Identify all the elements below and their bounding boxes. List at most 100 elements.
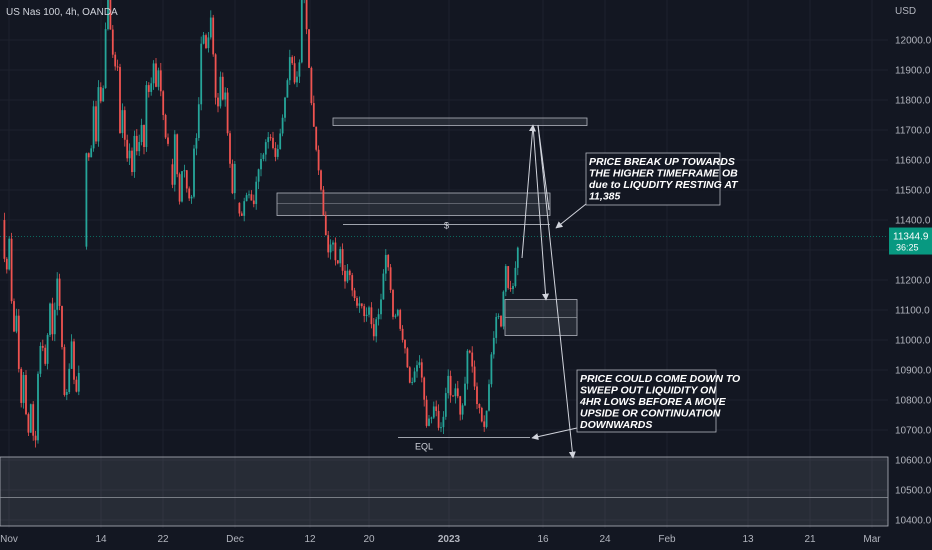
candle [126, 134, 129, 162]
candle [252, 194, 255, 208]
candle [37, 371, 39, 444]
candle [39, 342, 42, 378]
candle [298, 59, 301, 83]
candle [8, 236, 11, 271]
candle [416, 360, 418, 378]
candle [188, 186, 191, 201]
candle [442, 411, 445, 434]
projection-arrow [532, 124, 550, 301]
candle [162, 90, 165, 121]
candle [150, 77, 153, 96]
annotation-text: UPSIDE OR CONTINUATION [580, 408, 721, 420]
x-tick-label: Mar [863, 534, 881, 545]
candle [97, 80, 100, 147]
candle [404, 339, 406, 354]
candle [27, 412, 30, 437]
candle [190, 195, 193, 204]
arrows [521, 124, 587, 459]
candle [370, 302, 373, 329]
candle [34, 430, 37, 448]
y-tick-label: 10400.0 [895, 516, 932, 527]
candle [178, 172, 181, 205]
candle [226, 87, 229, 136]
candle [509, 280, 512, 292]
candle [197, 97, 200, 141]
candle [392, 288, 394, 320]
candle [85, 152, 88, 250]
candle [102, 85, 105, 102]
candle [502, 290, 505, 330]
candle [135, 129, 138, 156]
annotation-text: 4HR LOWS BEFORE A MOVE [579, 396, 727, 408]
candle [143, 124, 145, 155]
candle [123, 106, 126, 147]
candle [377, 308, 380, 326]
candle [480, 406, 483, 423]
candle [70, 334, 73, 369]
candle [468, 349, 471, 354]
candle [322, 186, 325, 216]
y-tick-label: 10900.0 [895, 366, 932, 377]
candle [99, 82, 102, 104]
candle [444, 387, 447, 420]
candle [344, 265, 346, 289]
candles [3, 0, 519, 448]
candle [56, 272, 59, 316]
candle [63, 344, 66, 397]
candle [514, 261, 517, 288]
candle [485, 410, 488, 429]
candle [437, 404, 440, 431]
candle [173, 130, 176, 192]
candle [293, 56, 296, 85]
candle [490, 352, 493, 388]
zones [0, 117, 889, 527]
candle [423, 376, 426, 407]
x-tick-label: 24 [599, 534, 611, 545]
candle [224, 87, 227, 107]
candle [119, 63, 121, 134]
projection-arrow [521, 124, 536, 259]
candle [29, 403, 32, 433]
candle [205, 33, 207, 50]
candle [305, 0, 308, 35]
candle [358, 296, 361, 313]
candle [272, 131, 274, 150]
candle [430, 416, 433, 424]
candle [171, 158, 174, 189]
candle [276, 144, 279, 160]
y-tick-label: 11600.0 [895, 156, 931, 167]
y-tick-label: 11700.0 [895, 126, 931, 137]
candle [107, 0, 109, 31]
candle [396, 308, 399, 317]
candle [401, 325, 404, 343]
candle [128, 143, 131, 165]
candle [351, 272, 354, 297]
candle [200, 36, 203, 111]
candle [221, 72, 224, 101]
candle [363, 303, 366, 323]
candle [207, 31, 210, 53]
candle [131, 147, 133, 176]
candle [459, 395, 462, 421]
y-tick-label: 12000.0 [895, 36, 932, 47]
y-tick-label: 11500.0 [895, 186, 931, 197]
candle [257, 168, 260, 189]
candle [356, 296, 358, 309]
candle [500, 315, 502, 328]
candle [116, 59, 119, 71]
candle [5, 257, 8, 274]
candle [432, 401, 435, 419]
candle [413, 367, 416, 383]
candle [147, 82, 150, 98]
candle [504, 264, 507, 297]
countdown-value: 36:25 [896, 243, 919, 253]
candle [65, 389, 68, 401]
candle [512, 282, 514, 295]
x-tick-label: Feb [658, 534, 676, 545]
candle [238, 202, 241, 217]
candle [212, 14, 215, 57]
